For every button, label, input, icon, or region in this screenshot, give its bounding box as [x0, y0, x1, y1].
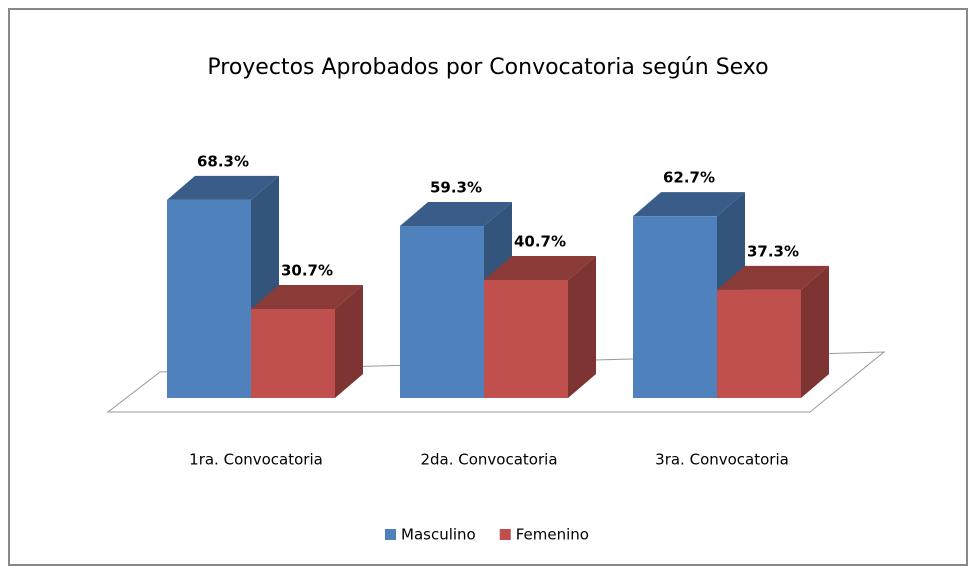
bar-top — [251, 284, 363, 309]
x-tick-label: 1ra. Convocatoria — [189, 451, 323, 469]
data-label: 40.7% — [514, 232, 566, 250]
bar-top — [633, 192, 745, 217]
bar-top — [400, 202, 512, 227]
bar — [717, 289, 801, 398]
legend-label: Masculino — [401, 526, 476, 544]
data-label: 68.3% — [197, 152, 249, 170]
bar-side — [568, 255, 596, 398]
chart-title: Proyectos Aprobados por Convocatoria seg… — [207, 55, 768, 80]
bar — [484, 279, 568, 398]
data-label: 30.7% — [281, 261, 333, 279]
bar-top — [167, 175, 279, 200]
bar — [167, 199, 251, 398]
legend-label: Femenino — [516, 526, 589, 544]
data-label: 62.7% — [663, 169, 715, 187]
legend-swatch — [499, 529, 511, 540]
bar — [633, 216, 717, 398]
bar — [251, 308, 335, 398]
bar — [400, 226, 484, 398]
floor — [106, 351, 886, 413]
x-tick-label: 3ra. Convocatoria — [655, 451, 789, 469]
data-label: 59.3% — [430, 179, 482, 197]
bar-top — [717, 265, 829, 290]
bar-side — [801, 265, 829, 398]
bar-top — [484, 255, 596, 280]
x-tick-label: 2da. Convocatoria — [420, 451, 557, 469]
legend-swatch — [385, 529, 396, 540]
data-label: 37.3% — [747, 242, 799, 260]
bar-side — [335, 284, 363, 398]
